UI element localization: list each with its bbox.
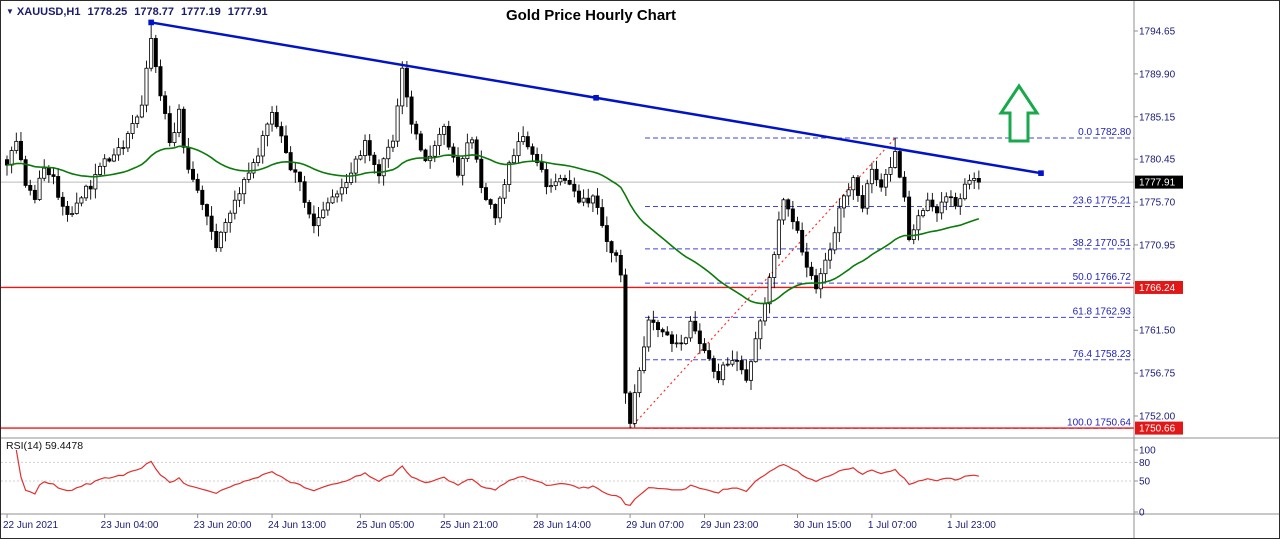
svg-text:1785.15: 1785.15 <box>1139 112 1176 123</box>
svg-text:1752.00: 1752.00 <box>1139 411 1176 422</box>
svg-text:22 Jun 2021: 22 Jun 2021 <box>3 520 58 531</box>
svg-text:76.4 1758.23: 76.4 1758.23 <box>1073 349 1132 360</box>
svg-text:50: 50 <box>1139 477 1151 488</box>
fibonacci-retracement[interactable]: 0.0 1782.80 23.6 1775.21 38.2 1770.51 50.0 … <box>645 127 1134 429</box>
chart-dropdown-icon[interactable]: ▼ <box>6 7 14 16</box>
ohlc-close: 1777.91 <box>227 6 268 18</box>
moving-average-line <box>6 145 980 305</box>
svg-text:0.0 1782.80: 0.0 1782.80 <box>1078 127 1131 138</box>
rsi-indicator-label: RSI(14) 59.4478 <box>6 440 84 452</box>
support-resistance-lines[interactable] <box>1 286 1134 429</box>
svg-text:0: 0 <box>1139 508 1145 519</box>
svg-text:23 Jun 04:00: 23 Jun 04:00 <box>101 520 159 531</box>
svg-text:25 Jun 05:00: 25 Jun 05:00 <box>356 520 414 531</box>
ascending-trendline[interactable] <box>629 137 896 429</box>
time-axis[interactable]: 22 Jun 2021 23 Jun 04:00 23 Jun 20:00 24 Ju… <box>3 514 996 531</box>
svg-text:24 Jun 13:00: 24 Jun 13:00 <box>268 520 326 531</box>
svg-text:25 Jun 21:00: 25 Jun 21:00 <box>440 520 498 531</box>
ohlc-open: 1778.25 <box>87 6 128 18</box>
price-axis[interactable]: 1794.65 1789.90 1785.15 1780.45 1775.70 1770.… <box>1134 26 1176 422</box>
candlesticks <box>5 22 981 429</box>
svg-text:38.2 1770.51: 38.2 1770.51 <box>1073 238 1132 249</box>
symbol-info: ▼ XAUUSD,H1 1778.25 1778.77 1777.19 1777.91 <box>6 6 268 18</box>
up-arrow-annotation[interactable] <box>998 83 1040 143</box>
chart-title: Gold Price Hourly Chart <box>505 7 677 24</box>
svg-text:1750.66: 1750.66 <box>1139 424 1176 435</box>
symbol-timeframe: XAUUSD,H1 <box>16 6 81 18</box>
svg-text:29 Jun 23:00: 29 Jun 23:00 <box>701 520 759 531</box>
svg-text:100: 100 <box>1139 446 1156 457</box>
svg-text:1794.65: 1794.65 <box>1139 26 1176 37</box>
svg-text:1766.24: 1766.24 <box>1139 283 1176 294</box>
svg-text:30 Jun 15:00: 30 Jun 15:00 <box>794 520 852 531</box>
svg-text:100.0 1750.64: 100.0 1750.64 <box>1067 417 1131 428</box>
svg-text:23.6 1775.21: 23.6 1775.21 <box>1073 195 1132 206</box>
svg-text:28 Jun 14:00: 28 Jun 14:00 <box>533 520 591 531</box>
svg-text:1775.70: 1775.70 <box>1139 198 1176 209</box>
svg-text:50.0 1766.72: 50.0 1766.72 <box>1073 272 1132 283</box>
svg-text:1777.91: 1777.91 <box>1139 178 1176 189</box>
svg-text:61.8 1762.93: 61.8 1762.93 <box>1073 306 1132 317</box>
svg-text:29 Jun 07:00: 29 Jun 07:00 <box>626 520 684 531</box>
ohlc-low: 1777.19 <box>181 6 221 18</box>
descending-trendline[interactable] <box>148 19 1044 176</box>
svg-text:1756.75: 1756.75 <box>1139 369 1176 380</box>
svg-text:1761.50: 1761.50 <box>1139 326 1176 337</box>
price-tags: 1777.91 1766.24 1750.66 <box>1135 175 1183 435</box>
svg-text:80: 80 <box>1139 458 1151 469</box>
svg-text:1 Jul 23:00: 1 Jul 23:00 <box>947 520 996 531</box>
svg-text:1780.45: 1780.45 <box>1139 155 1176 166</box>
svg-text:1 Jul 07:00: 1 Jul 07:00 <box>868 520 917 531</box>
svg-text:23 Jun 20:00: 23 Jun 20:00 <box>194 520 252 531</box>
ohlc-high: 1778.77 <box>134 6 175 18</box>
svg-text:1789.90: 1789.90 <box>1139 69 1176 80</box>
svg-text:1770.95: 1770.95 <box>1139 240 1176 251</box>
